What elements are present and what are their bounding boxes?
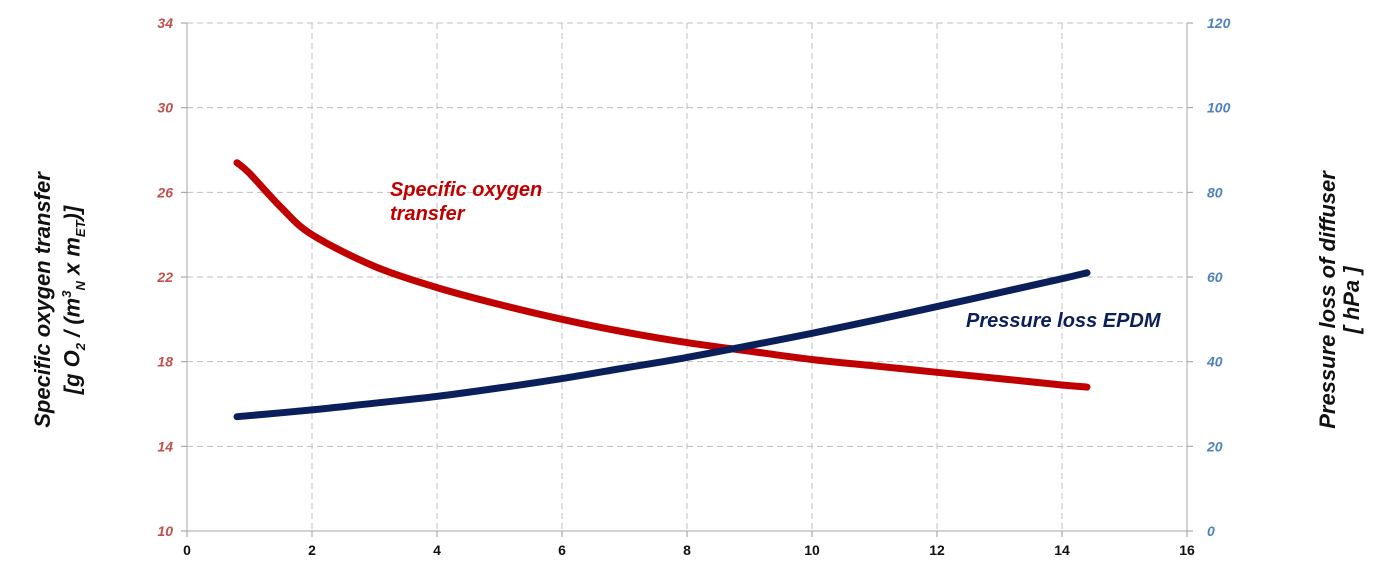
x-tick-label: 4: [433, 542, 441, 558]
y-left-tick-label: 22: [156, 269, 173, 285]
y-right-tick-label: 40: [1206, 354, 1223, 370]
x-tick-label: 14: [1054, 542, 1070, 558]
y-right-tick-label: 20: [1206, 438, 1223, 454]
series-lines: [233, 159, 1091, 421]
grid-lines: [187, 22, 1187, 531]
x-tick-label: 16: [1179, 542, 1195, 558]
series-line-pressure-loss: [233, 269, 1091, 421]
y-left-tick-label: 10: [157, 523, 173, 539]
y-left-label-line1: Specific oxygen transfer: [30, 172, 56, 428]
series-label-oxygen-transfer: Specific oxygen transfer: [390, 179, 543, 225]
axes: [181, 22, 1193, 537]
y-left-tick-label: 14: [157, 438, 173, 454]
series-label-pressure-loss: Pressure loss EPDM: [966, 310, 1161, 332]
y-right-tick-label: 100: [1207, 100, 1231, 116]
y-left-tick-label: 26: [156, 184, 173, 200]
x-tick-label: 0: [183, 542, 191, 558]
y-left-label-line2: [g O2 / (m3N x mET)]: [59, 205, 88, 395]
y-right-label-line2: [ hPa ]: [1339, 266, 1364, 334]
y-axis-right-label: Pressure loss of diffuser [ hPa ]: [1315, 171, 1364, 429]
tick-labels: 0 2 4 6 8 10 12 14 16 10 14 18 22 26 30 34 0 20 40 60 80 100 1…: [156, 15, 1230, 558]
x-tick-label: 8: [683, 542, 691, 558]
y-right-label-line1: Pressure loss of diffuser: [1315, 171, 1340, 429]
y-left-tick-label: 34: [157, 15, 173, 31]
x-tick-label: 10: [804, 542, 820, 558]
y-right-tick-label: 80: [1207, 184, 1223, 200]
y-right-tick-label: 120: [1207, 15, 1231, 31]
x-tick-label: 12: [929, 542, 945, 558]
x-tick-label: 6: [558, 542, 566, 558]
series-line-oxygen-transfer: [233, 159, 1091, 391]
y-left-tick-label: 18: [157, 354, 173, 370]
y-axis-left-label: Specific oxygen transfer [g O2 / (m3N x …: [30, 172, 93, 428]
y-right-tick-label: 0: [1207, 523, 1215, 539]
y-right-tick-label: 60: [1207, 269, 1223, 285]
x-tick-label: 2: [308, 542, 316, 558]
y-left-tick-label: 30: [157, 100, 173, 116]
